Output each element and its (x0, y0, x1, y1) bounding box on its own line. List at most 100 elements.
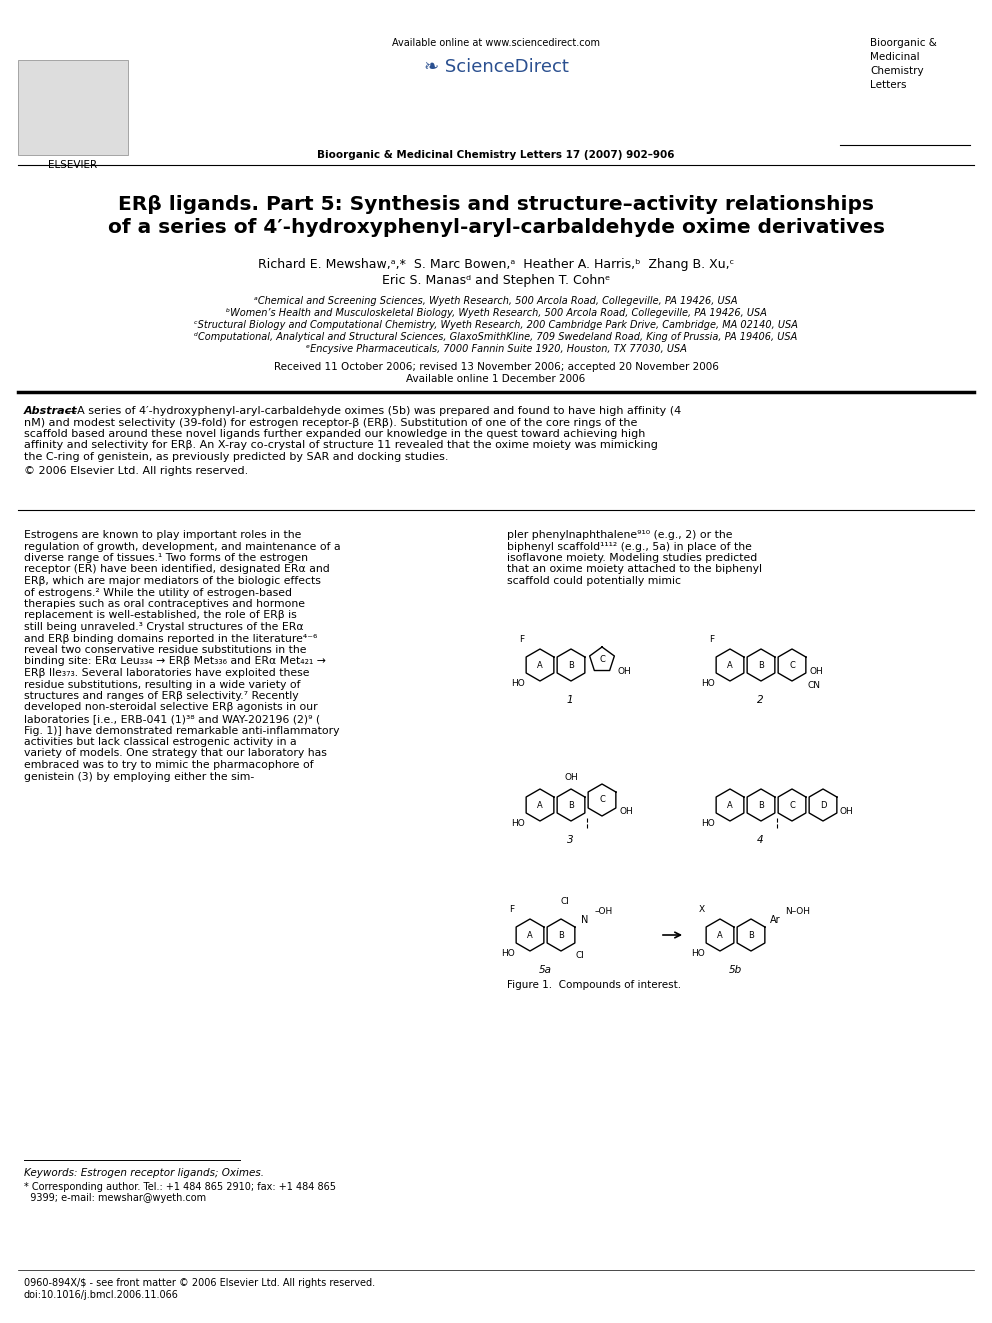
Text: variety of models. One strategy that our laboratory has: variety of models. One strategy that our… (24, 749, 327, 758)
Text: ELSEVIER: ELSEVIER (49, 160, 97, 169)
Text: HO: HO (501, 949, 515, 958)
Text: C: C (789, 660, 795, 669)
Text: isoflavone moiety. Modeling studies predicted: isoflavone moiety. Modeling studies pred… (507, 553, 757, 564)
Text: A: A (727, 800, 733, 810)
Text: Ar: Ar (770, 916, 781, 925)
Text: OH: OH (620, 807, 634, 816)
Text: binding site: ERα Leu₃₃₄ → ERβ Met₃₃₆ and ERα Met₄₂₁ →: binding site: ERα Leu₃₃₄ → ERβ Met₃₃₆ an… (24, 656, 326, 667)
Text: –OH: –OH (595, 908, 613, 917)
Text: ᶜStructural Biology and Computational Chemistry, Wyeth Research, 200 Cambridge P: ᶜStructural Biology and Computational Ch… (194, 320, 798, 329)
Text: A: A (537, 660, 543, 669)
Text: Figure 1.  Compounds of interest.: Figure 1. Compounds of interest. (507, 980, 682, 990)
Text: pler phenylnaphthalene⁹¹⁰ (e.g., 2) or the: pler phenylnaphthalene⁹¹⁰ (e.g., 2) or t… (507, 531, 732, 540)
Text: F: F (709, 635, 714, 644)
Text: diverse range of tissues.¹ Two forms of the estrogen: diverse range of tissues.¹ Two forms of … (24, 553, 308, 564)
Text: doi:10.1016/j.bmcl.2006.11.066: doi:10.1016/j.bmcl.2006.11.066 (24, 1290, 179, 1301)
Text: ᵉEncysive Pharmaceuticals, 7000 Fannin Suite 1920, Houston, TX 77030, USA: ᵉEncysive Pharmaceuticals, 7000 Fannin S… (306, 344, 686, 355)
Text: ᵃChemical and Screening Sciences, Wyeth Research, 500 Arcola Road, Collegeville,: ᵃChemical and Screening Sciences, Wyeth … (254, 296, 738, 306)
Text: ERβ ligands. Part 5: Synthesis and structure–activity relationships: ERβ ligands. Part 5: Synthesis and struc… (118, 194, 874, 214)
Text: ERβ, which are major mediators of the biologic effects: ERβ, which are major mediators of the bi… (24, 576, 320, 586)
Text: the C-ring of genistein, as previously predicted by SAR and docking studies.: the C-ring of genistein, as previously p… (24, 452, 448, 462)
Text: that an oxime moiety attached to the biphenyl: that an oxime moiety attached to the bip… (507, 565, 762, 574)
Text: Eric S. Manasᵈ and Stephen T. Cohnᵉ: Eric S. Manasᵈ and Stephen T. Cohnᵉ (382, 274, 610, 287)
Text: 4: 4 (757, 835, 763, 845)
Text: Cl: Cl (575, 950, 584, 959)
Text: B: B (748, 930, 754, 939)
Text: C: C (599, 655, 605, 664)
Text: scaffold could potentially mimic: scaffold could potentially mimic (507, 576, 681, 586)
Text: genistein (3) by employing either the sim-: genistein (3) by employing either the si… (24, 771, 254, 782)
Text: biphenyl scaffold¹¹¹² (e.g., 5a) in place of the: biphenyl scaffold¹¹¹² (e.g., 5a) in plac… (507, 541, 752, 552)
Text: B: B (568, 660, 574, 669)
Text: Richard E. Mewshaw,ᵃ,*  S. Marc Bowen,ᵃ  Heather A. Harris,ᵇ  Zhang B. Xu,ᶜ: Richard E. Mewshaw,ᵃ,* S. Marc Bowen,ᵃ H… (258, 258, 734, 271)
Text: embraced was to try to mimic the pharmacophore of: embraced was to try to mimic the pharmac… (24, 759, 313, 770)
Text: A: A (727, 660, 733, 669)
Text: 3: 3 (566, 835, 573, 845)
Text: 5a: 5a (539, 964, 552, 975)
Text: A: A (527, 930, 533, 939)
Text: 5b: 5b (728, 964, 742, 975)
FancyBboxPatch shape (18, 60, 128, 155)
Text: Bioorganic & Medicinal Chemistry Letters 17 (2007) 902–906: Bioorganic & Medicinal Chemistry Letters… (317, 149, 675, 160)
Text: scaffold based around these novel ligands further expanded our knowledge in the : scaffold based around these novel ligand… (24, 429, 646, 439)
Text: 1: 1 (566, 695, 573, 705)
Text: developed non-steroidal selective ERβ agonists in our: developed non-steroidal selective ERβ ag… (24, 703, 317, 713)
Text: B: B (568, 800, 574, 810)
Text: HO: HO (701, 819, 715, 827)
Text: 0960-894X/$ - see front matter © 2006 Elsevier Ltd. All rights reserved.: 0960-894X/$ - see front matter © 2006 El… (24, 1278, 375, 1289)
Text: Cl: Cl (560, 897, 569, 906)
Text: Available online at www.sciencedirect.com: Available online at www.sciencedirect.co… (392, 38, 600, 48)
Text: laboratories [i.e., ERB-041 (1)³⁸ and WAY-202196 (2)⁹ (: laboratories [i.e., ERB-041 (1)³⁸ and WA… (24, 714, 320, 724)
Text: reveal two conservative residue substitutions in the: reveal two conservative residue substitu… (24, 646, 307, 655)
Text: 9399; e-mail: mewshar@wyeth.com: 9399; e-mail: mewshar@wyeth.com (24, 1193, 206, 1203)
Text: B: B (758, 800, 764, 810)
Text: Available online 1 December 2006: Available online 1 December 2006 (407, 374, 585, 384)
Text: OH: OH (839, 807, 853, 816)
Text: OH: OH (618, 668, 632, 676)
Text: Abstract: Abstract (24, 406, 77, 415)
Text: A: A (537, 800, 543, 810)
Text: and ERβ binding domains reported in the literature⁴⁻⁶: and ERβ binding domains reported in the … (24, 634, 317, 643)
Text: ᵇWomen’s Health and Musculoskeletal Biology, Wyeth Research, 500 Arcola Road, Co: ᵇWomen’s Health and Musculoskeletal Biol… (225, 308, 767, 318)
Text: B: B (758, 660, 764, 669)
Text: CN: CN (808, 680, 821, 689)
Text: F: F (510, 905, 515, 914)
Text: N–OH: N–OH (785, 908, 810, 917)
Text: affinity and selectivity for ERβ. An X-ray co-crystal of structure 11 revealed t: affinity and selectivity for ERβ. An X-r… (24, 441, 658, 451)
Text: Fig. 1)] have demonstrated remarkable anti-inflammatory: Fig. 1)] have demonstrated remarkable an… (24, 725, 339, 736)
Text: OH: OH (564, 773, 578, 782)
Text: replacement is well-established, the role of ERβ is: replacement is well-established, the rol… (24, 610, 297, 620)
Text: regulation of growth, development, and maintenance of a: regulation of growth, development, and m… (24, 541, 340, 552)
Text: ᵈComputational, Analytical and Structural Sciences, GlaxoSmithKline, 709 Swedela: ᵈComputational, Analytical and Structura… (194, 332, 798, 343)
Text: still being unraveled.³ Crystal structures of the ERα: still being unraveled.³ Crystal structur… (24, 622, 304, 632)
Text: Received 11 October 2006; revised 13 November 2006; accepted 20 November 2006: Received 11 October 2006; revised 13 Nov… (274, 363, 718, 372)
Text: of estrogens.² While the utility of estrogen-based: of estrogens.² While the utility of estr… (24, 587, 292, 598)
Text: residue substitutions, resulting in a wide variety of: residue substitutions, resulting in a wi… (24, 680, 301, 689)
Text: F: F (520, 635, 525, 644)
Text: 2: 2 (757, 695, 763, 705)
Text: X: X (699, 905, 705, 914)
Text: HO: HO (511, 819, 525, 827)
Text: structures and ranges of ERβ selectivity.⁷ Recently: structures and ranges of ERβ selectivity… (24, 691, 299, 701)
Text: OH: OH (810, 668, 823, 676)
Text: therapies such as oral contraceptives and hormone: therapies such as oral contraceptives an… (24, 599, 305, 609)
Text: —A series of 4′-hydroxyphenyl-aryl-carbaldehyde oximes (5b) was prepared and fou: —A series of 4′-hydroxyphenyl-aryl-carba… (66, 406, 682, 415)
Text: D: D (819, 800, 826, 810)
Text: C: C (599, 795, 605, 804)
Text: N: N (581, 916, 588, 925)
Text: ERβ Ile₃₇₃. Several laboratories have exploited these: ERβ Ile₃₇₃. Several laboratories have ex… (24, 668, 310, 677)
Text: Keywords: Estrogen receptor ligands; Oximes.: Keywords: Estrogen receptor ligands; Oxi… (24, 1168, 264, 1177)
Text: © 2006 Elsevier Ltd. All rights reserved.: © 2006 Elsevier Ltd. All rights reserved… (24, 467, 248, 476)
Text: Estrogens are known to play important roles in the: Estrogens are known to play important ro… (24, 531, 302, 540)
Text: of a series of 4′-hydroxyphenyl-aryl-carbaldehyde oxime derivatives: of a series of 4′-hydroxyphenyl-aryl-car… (107, 218, 885, 237)
Text: receptor (ER) have been identified, designated ERα and: receptor (ER) have been identified, desi… (24, 565, 329, 574)
Text: HO: HO (511, 679, 525, 688)
Text: A: A (717, 930, 723, 939)
Text: HO: HO (691, 949, 705, 958)
Text: Bioorganic &
Medicinal
Chemistry
Letters: Bioorganic & Medicinal Chemistry Letters (870, 38, 936, 90)
Text: nM) and modest selectivity (39-fold) for estrogen receptor-β (ERβ). Substitution: nM) and modest selectivity (39-fold) for… (24, 418, 638, 427)
Text: ❧ ScienceDirect: ❧ ScienceDirect (424, 58, 568, 75)
Text: B: B (558, 930, 563, 939)
Text: HO: HO (701, 679, 715, 688)
Text: activities but lack classical estrogenic activity in a: activities but lack classical estrogenic… (24, 737, 297, 747)
